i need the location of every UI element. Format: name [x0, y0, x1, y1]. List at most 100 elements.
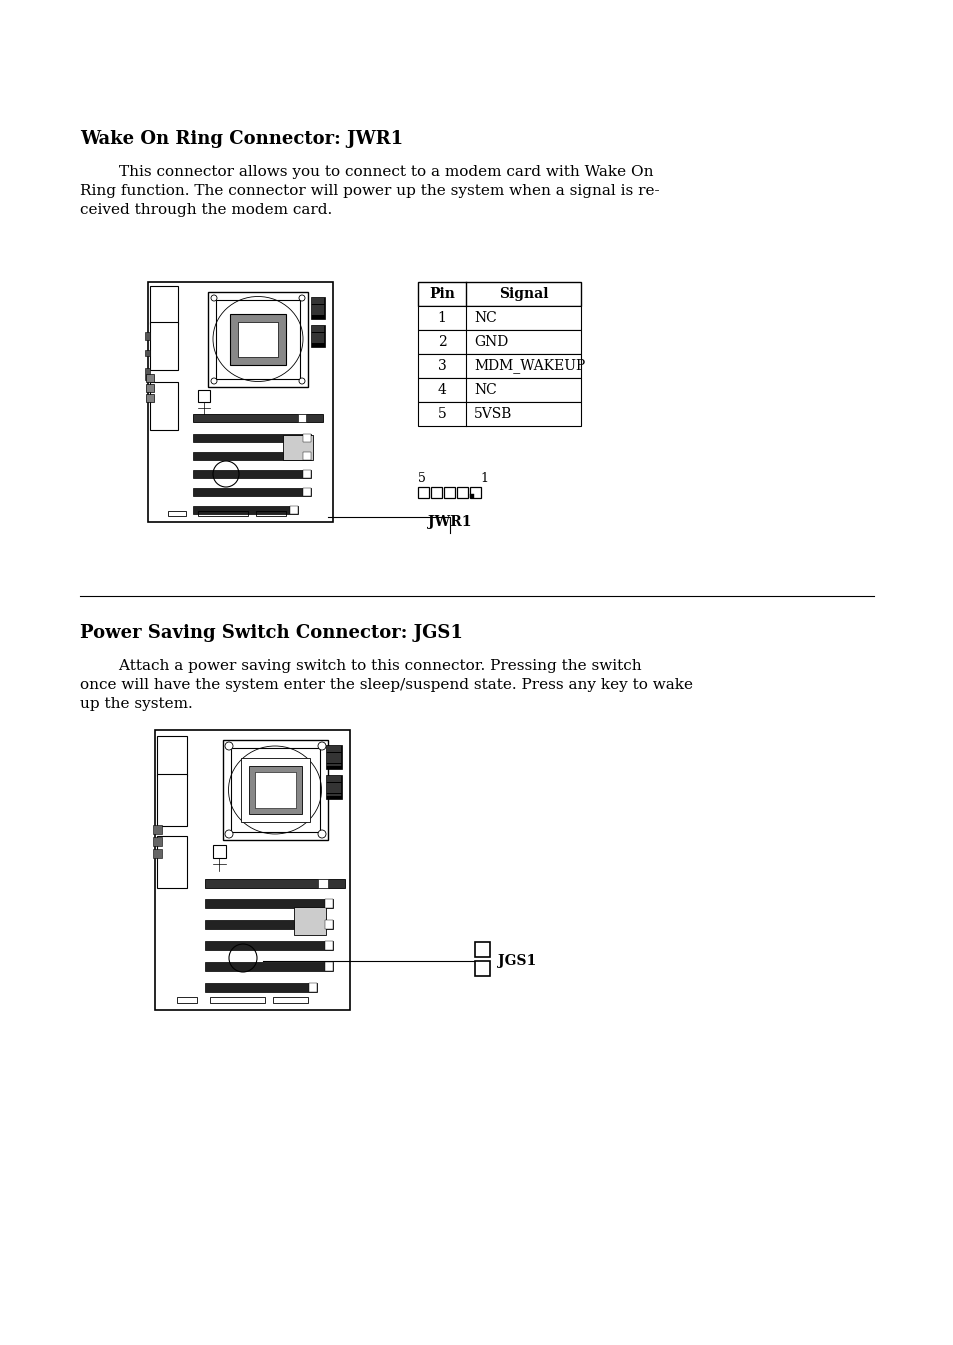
Bar: [325, 920, 333, 929]
Bar: [168, 511, 186, 516]
Text: JWR1: JWR1: [428, 515, 471, 529]
Bar: [148, 282, 333, 522]
Text: once will have the system enter the sleep/suspend state. Press any key to wake: once will have the system enter the slee…: [80, 678, 692, 691]
Text: JGS1: JGS1: [497, 954, 536, 968]
Text: 2: 2: [437, 335, 446, 348]
Bar: [325, 898, 333, 908]
Text: Attach a power saving switch to this connector. Pressing the switch: Attach a power saving switch to this con…: [80, 659, 641, 672]
Bar: [223, 740, 328, 841]
Bar: [146, 394, 153, 402]
Bar: [417, 282, 580, 307]
Bar: [198, 390, 210, 402]
Bar: [297, 414, 306, 422]
Text: Wake On Ring Connector: JWR1: Wake On Ring Connector: JWR1: [80, 130, 403, 148]
Bar: [456, 487, 468, 498]
Text: This connector allows you to connect to a modem card with Wake On: This connector allows you to connect to …: [80, 165, 653, 179]
Bar: [157, 736, 187, 776]
Bar: [417, 354, 580, 378]
Bar: [146, 385, 153, 391]
Text: NC: NC: [474, 383, 497, 397]
Bar: [231, 748, 319, 833]
Bar: [443, 487, 455, 498]
Text: up the system.: up the system.: [80, 697, 193, 712]
Bar: [417, 378, 580, 402]
Bar: [145, 369, 150, 381]
Bar: [208, 292, 308, 387]
Text: GND: GND: [474, 335, 508, 348]
Bar: [326, 775, 341, 799]
Bar: [215, 300, 299, 379]
Text: 1: 1: [437, 311, 446, 325]
Circle shape: [298, 295, 305, 301]
Bar: [294, 907, 326, 935]
Text: Power Saving Switch Connector: JGS1: Power Saving Switch Connector: JGS1: [80, 624, 462, 642]
Circle shape: [317, 830, 326, 838]
Bar: [249, 767, 302, 814]
Bar: [475, 941, 490, 958]
Circle shape: [225, 742, 233, 751]
Bar: [311, 325, 325, 347]
Text: 5: 5: [417, 472, 425, 486]
Bar: [417, 402, 580, 426]
Bar: [177, 997, 196, 1003]
Bar: [157, 773, 187, 826]
Circle shape: [211, 295, 216, 301]
Circle shape: [317, 742, 326, 751]
Bar: [145, 332, 150, 340]
Bar: [193, 452, 311, 460]
Bar: [303, 488, 311, 496]
Bar: [193, 414, 323, 422]
Bar: [205, 983, 316, 993]
Bar: [150, 286, 178, 324]
Bar: [205, 898, 333, 908]
Bar: [290, 506, 297, 514]
Bar: [152, 824, 162, 834]
Bar: [198, 511, 248, 516]
Text: 5: 5: [437, 408, 446, 421]
Bar: [273, 997, 308, 1003]
Bar: [470, 487, 480, 498]
Bar: [193, 469, 311, 477]
Bar: [157, 837, 187, 888]
Circle shape: [298, 378, 305, 385]
Text: NC: NC: [474, 311, 497, 325]
Bar: [309, 983, 316, 993]
Bar: [254, 772, 295, 808]
Text: Ring function. The connector will power up the system when a signal is re-: Ring function. The connector will power …: [80, 184, 659, 198]
Bar: [417, 487, 429, 498]
Text: ceived through the modem card.: ceived through the modem card.: [80, 203, 332, 217]
Bar: [326, 745, 341, 769]
Bar: [303, 434, 311, 443]
Bar: [205, 920, 333, 929]
Bar: [146, 374, 153, 382]
Bar: [317, 880, 328, 888]
Text: Signal: Signal: [498, 286, 548, 301]
Text: 4: 4: [437, 383, 446, 397]
Text: MDM_WAKEUP: MDM_WAKEUP: [474, 359, 584, 374]
Bar: [205, 880, 345, 888]
Text: 5VSB: 5VSB: [474, 408, 512, 421]
Text: Pin: Pin: [429, 286, 455, 301]
Bar: [303, 452, 311, 460]
Bar: [417, 307, 580, 330]
Bar: [325, 962, 333, 971]
Bar: [325, 941, 333, 950]
Bar: [152, 837, 162, 846]
Bar: [303, 469, 311, 477]
Bar: [193, 488, 311, 496]
Bar: [193, 434, 311, 443]
Bar: [205, 941, 333, 950]
Text: 1: 1: [479, 472, 488, 486]
Bar: [470, 494, 474, 498]
Bar: [237, 321, 277, 356]
Bar: [255, 511, 286, 516]
Bar: [475, 960, 490, 976]
Bar: [154, 730, 350, 1010]
Bar: [417, 330, 580, 354]
Bar: [145, 350, 150, 356]
Bar: [150, 382, 178, 430]
Bar: [193, 506, 297, 514]
Text: 3: 3: [437, 359, 446, 373]
Bar: [283, 434, 313, 460]
Bar: [311, 297, 325, 319]
